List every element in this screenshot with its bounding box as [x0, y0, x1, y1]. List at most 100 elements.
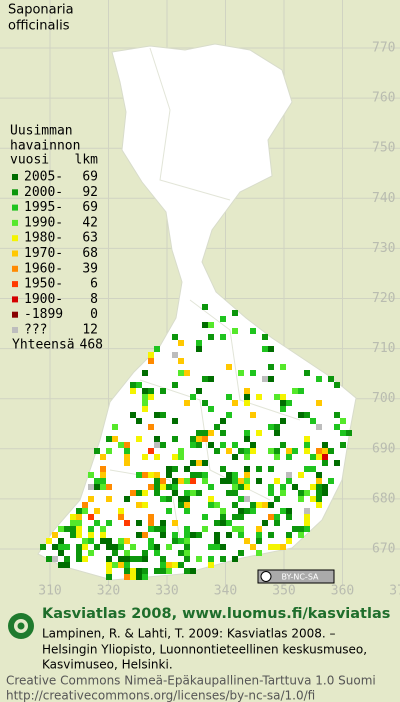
observation-square [238, 478, 244, 484]
observation-square [268, 376, 274, 382]
observation-square [124, 460, 130, 466]
observation-square [136, 556, 142, 562]
observation-square [202, 526, 208, 532]
observation-square [154, 442, 160, 448]
observation-square [154, 568, 160, 574]
y-label: 720 [372, 291, 395, 306]
observation-square [172, 382, 178, 388]
legend-count: 6 [90, 277, 98, 292]
observation-square [238, 496, 244, 502]
y-label: 740 [372, 191, 395, 206]
observation-square [220, 430, 226, 436]
observation-square [196, 340, 202, 346]
observation-square [82, 502, 88, 508]
legend-count: 69 [82, 170, 98, 185]
y-labels: 770 760 750 740 730 720 710 700 690 680 670 [372, 41, 395, 557]
observation-square [136, 568, 142, 574]
observation-square [148, 544, 154, 550]
observation-square [154, 490, 160, 496]
observation-square [250, 412, 256, 418]
legend-total-label: Yhteensä [12, 338, 75, 353]
observation-square [184, 568, 190, 574]
observation-square [76, 550, 82, 556]
observation-square [238, 526, 244, 532]
observation-square [304, 448, 310, 454]
observation-square [190, 532, 196, 538]
observation-square [274, 544, 280, 550]
observation-square [160, 442, 166, 448]
legend-label: 2005- [24, 170, 63, 185]
observation-square [208, 406, 214, 412]
observation-square [142, 406, 148, 412]
legend-count: 68 [82, 246, 98, 261]
observation-square [52, 544, 58, 550]
observation-square [118, 538, 124, 544]
observation-square [256, 550, 262, 556]
observation-square [160, 478, 166, 484]
observation-square [280, 394, 286, 400]
observation-square [166, 568, 172, 574]
observation-square [100, 532, 106, 538]
observation-square [280, 364, 286, 370]
observation-square [268, 466, 274, 472]
observation-square [190, 490, 196, 496]
observation-square [280, 406, 286, 412]
observation-square [232, 310, 238, 316]
observation-square [88, 514, 94, 520]
observation-square [184, 508, 190, 514]
observation-square [214, 502, 220, 508]
observation-square [154, 454, 160, 460]
observation-square [88, 538, 94, 544]
legend-label: 1900- [24, 292, 63, 307]
observation-square [70, 526, 76, 532]
observation-square [58, 538, 64, 544]
observation-square [316, 472, 322, 478]
legend-header: Uusimman [10, 124, 73, 139]
observation-square [124, 448, 130, 454]
observation-square [190, 478, 196, 484]
observation-square [172, 418, 178, 424]
observation-square [232, 490, 238, 496]
observation-square [166, 484, 172, 490]
observation-square [232, 526, 238, 532]
license-text: Creative Commons Nimeä-Epäkaupallinen-Ta… [6, 674, 376, 688]
y-label: 730 [372, 241, 395, 256]
y-label: 670 [372, 542, 395, 557]
observation-square [196, 436, 202, 442]
observation-square [286, 532, 292, 538]
y-label: 710 [372, 341, 395, 356]
observation-square [76, 514, 82, 520]
observation-square [142, 490, 148, 496]
observation-square [244, 538, 250, 544]
observation-square [232, 502, 238, 508]
observation-square [238, 448, 244, 454]
observation-square [184, 490, 190, 496]
observation-square [316, 478, 322, 484]
observation-square [328, 478, 334, 484]
observation-square [148, 448, 154, 454]
observation-square [304, 412, 310, 418]
observation-square [298, 496, 304, 502]
observation-square [142, 556, 148, 562]
observation-square [118, 562, 124, 568]
legend-label: 1960- [24, 261, 63, 276]
observation-square [148, 514, 154, 520]
observation-square [142, 394, 148, 400]
observation-square [172, 562, 178, 568]
observation-square [316, 484, 322, 490]
observation-square [142, 370, 148, 376]
observation-square [190, 460, 196, 466]
observation-square [256, 394, 262, 400]
x-label: 320 [97, 584, 120, 599]
observation-square [154, 526, 160, 532]
observation-square [82, 508, 88, 514]
observation-square [274, 496, 280, 502]
observation-square [250, 544, 256, 550]
observation-square [190, 394, 196, 400]
observation-square [286, 478, 292, 484]
observation-square [286, 454, 292, 460]
observation-square [136, 490, 142, 496]
observation-square [124, 562, 130, 568]
observation-square [208, 442, 214, 448]
observation-square [262, 334, 268, 340]
